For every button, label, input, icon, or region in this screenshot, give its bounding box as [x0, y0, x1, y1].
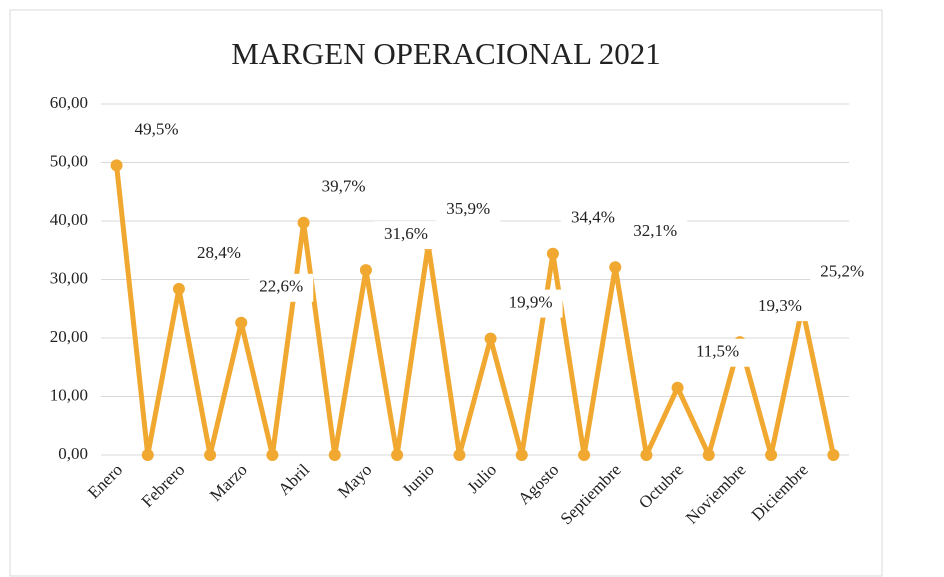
data-label-bg: [498, 289, 563, 318]
point-marker: [484, 332, 497, 345]
data-label-bg: [249, 273, 314, 302]
data-label: 19,9%: [498, 289, 563, 318]
data-label-text: 35,9%: [446, 199, 490, 218]
y-tick-label: 20,00: [50, 327, 88, 346]
data-label: 25,2%: [810, 258, 875, 287]
point-marker: [359, 264, 372, 277]
data-label: 39,7%: [311, 173, 376, 202]
point-marker: [609, 261, 622, 274]
point-marker: [141, 449, 154, 461]
data-label-bg: [685, 338, 750, 367]
point-marker: [827, 449, 840, 461]
data-label-text: 34,4%: [571, 208, 615, 227]
data-label-text: 25,2%: [820, 261, 864, 280]
data-label-bg: [560, 204, 625, 233]
y-tick-label: 40,00: [50, 210, 88, 229]
point-marker: [110, 159, 123, 172]
point-marker: [204, 449, 217, 461]
y-tick-label: 30,00: [50, 268, 88, 287]
data-label: 31,6%: [373, 221, 438, 250]
y-tick-label: 10,00: [50, 385, 88, 404]
data-label-bg: [373, 221, 438, 250]
point-marker: [671, 381, 684, 394]
data-label-bg: [124, 116, 189, 145]
data-label-text: 19,9%: [509, 292, 553, 311]
data-label-text: 19,3%: [758, 296, 802, 315]
data-label-text: 39,7%: [322, 177, 366, 196]
point-marker: [297, 216, 310, 229]
point-marker: [546, 247, 559, 260]
data-label-bg: [747, 293, 812, 322]
data-label: 28,4%: [186, 239, 251, 268]
point-marker: [640, 449, 653, 461]
point-marker: [266, 449, 279, 461]
data-label: 11,5%: [685, 338, 750, 367]
data-label: 19,3%: [747, 293, 812, 322]
data-label-text: 22,6%: [259, 277, 303, 296]
data-label-text: 11,5%: [696, 342, 739, 361]
data-label-text: 32,1%: [633, 221, 677, 240]
point-marker: [391, 449, 404, 461]
point-marker: [172, 282, 185, 295]
chart-title: MARGEN OPERACIONAL 2021: [231, 36, 660, 71]
point-marker: [765, 449, 778, 461]
data-label-text: 31,6%: [384, 224, 428, 243]
point-marker: [515, 449, 528, 461]
data-label: 49,5%: [124, 116, 189, 145]
data-label: 34,4%: [560, 204, 625, 233]
data-label: 32,1%: [623, 218, 688, 247]
point-marker: [328, 449, 341, 461]
data-label-bg: [311, 173, 376, 202]
point-marker: [702, 449, 715, 461]
point-marker: [453, 449, 466, 461]
data-label-bg: [436, 195, 501, 224]
data-label-bg: [810, 258, 875, 287]
data-label-text: 28,4%: [197, 243, 241, 262]
y-tick-label: 0,00: [58, 444, 88, 463]
point-marker: [578, 449, 591, 461]
chart-frame: [9, 9, 883, 577]
data-label-bg: [186, 239, 251, 268]
series-line: [114, 165, 836, 458]
data-label: 35,9%: [436, 195, 501, 224]
data-label-bg: [623, 218, 688, 247]
y-tick-label: 50,00: [50, 151, 88, 170]
y-tick-label: 60,00: [50, 93, 88, 112]
data-label: 22,6%: [249, 273, 314, 302]
point-marker: [235, 316, 248, 329]
data-label-text: 49,5%: [135, 119, 179, 138]
